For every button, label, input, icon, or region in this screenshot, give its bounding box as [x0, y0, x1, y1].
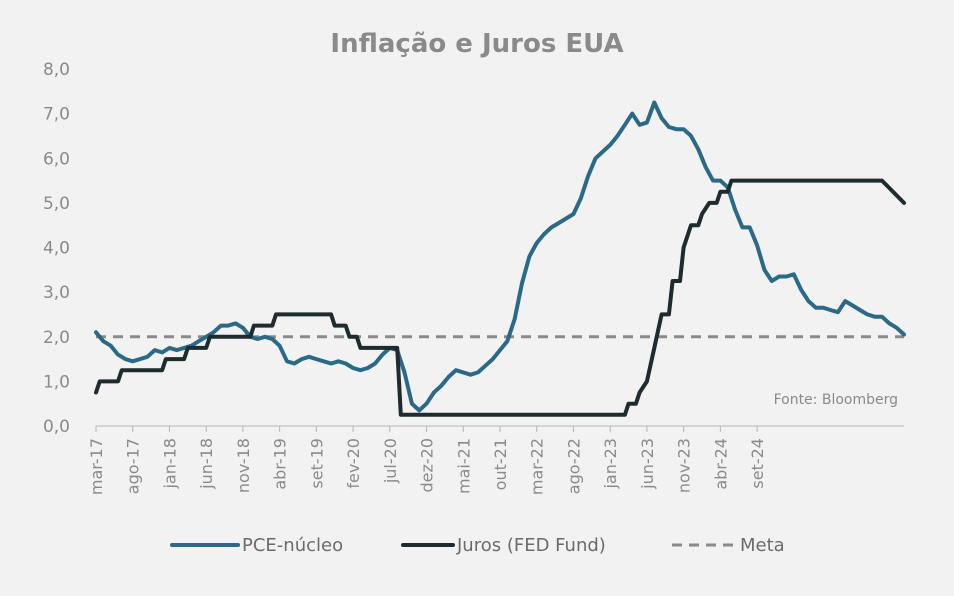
legend: PCE-núcleo Juros (FED Fund) Meta	[170, 535, 785, 556]
x-tick-label: abr-19	[271, 438, 290, 490]
legend-label-fed: Juros (FED Fund)	[456, 535, 606, 556]
y-tick-label: 6,0	[43, 149, 70, 169]
legend-label-meta: Meta	[740, 535, 785, 556]
x-tick-label: jul-20	[381, 438, 400, 484]
y-tick-label: 3,0	[43, 283, 70, 303]
x-tick-label: mai-21	[454, 438, 473, 494]
x-tick-label: nov-18	[234, 438, 253, 493]
series-layer	[94, 100, 906, 417]
x-axis: mar-17 ago-17 jan-18 jun-18 nov-18 abr-19 set-…	[87, 426, 767, 495]
y-tick-label: 1,0	[43, 372, 70, 392]
y-tick-label: 5,0	[43, 194, 70, 214]
chart-title: Inflação e Juros EUA	[330, 29, 623, 59]
x-tick-label: abr-24	[711, 438, 730, 490]
y-tick-label: 2,0	[43, 328, 70, 348]
x-tick-label: jun-18	[197, 438, 216, 490]
x-tick-label: jan-18	[160, 438, 179, 490]
x-tick-label: ago-22	[564, 438, 583, 494]
y-tick-label: 7,0	[43, 105, 70, 125]
x-tick-label: jan-23	[601, 438, 620, 490]
x-tick-label: set-24	[748, 438, 767, 489]
y-tick-label: 4,0	[43, 239, 70, 259]
series-line-pce	[94, 100, 906, 413]
x-tick-label: mar-22	[528, 438, 547, 495]
y-tick-label: 8,0	[43, 60, 70, 80]
x-tick-label: ago-17	[124, 438, 143, 494]
x-tick-label: fev-20	[344, 438, 363, 489]
x-tick-label: out-21	[491, 438, 510, 490]
series-line-fed	[94, 178, 906, 417]
source-note: Fonte: Bloomberg	[774, 392, 898, 408]
x-tick-label: mar-17	[87, 438, 106, 495]
x-tick-label: nov-23	[675, 438, 694, 493]
x-tick-label: set-19	[307, 438, 326, 489]
x-tick-label: dez-20	[418, 438, 437, 493]
y-axis: 0,0 1,0 2,0 3,0 4,0 5,0 6,0 7,0 8,0	[43, 60, 70, 437]
x-tick-label: jun-23	[638, 438, 657, 490]
legend-label-pce: PCE-núcleo	[242, 535, 343, 556]
y-tick-label: 0,0	[43, 417, 70, 437]
